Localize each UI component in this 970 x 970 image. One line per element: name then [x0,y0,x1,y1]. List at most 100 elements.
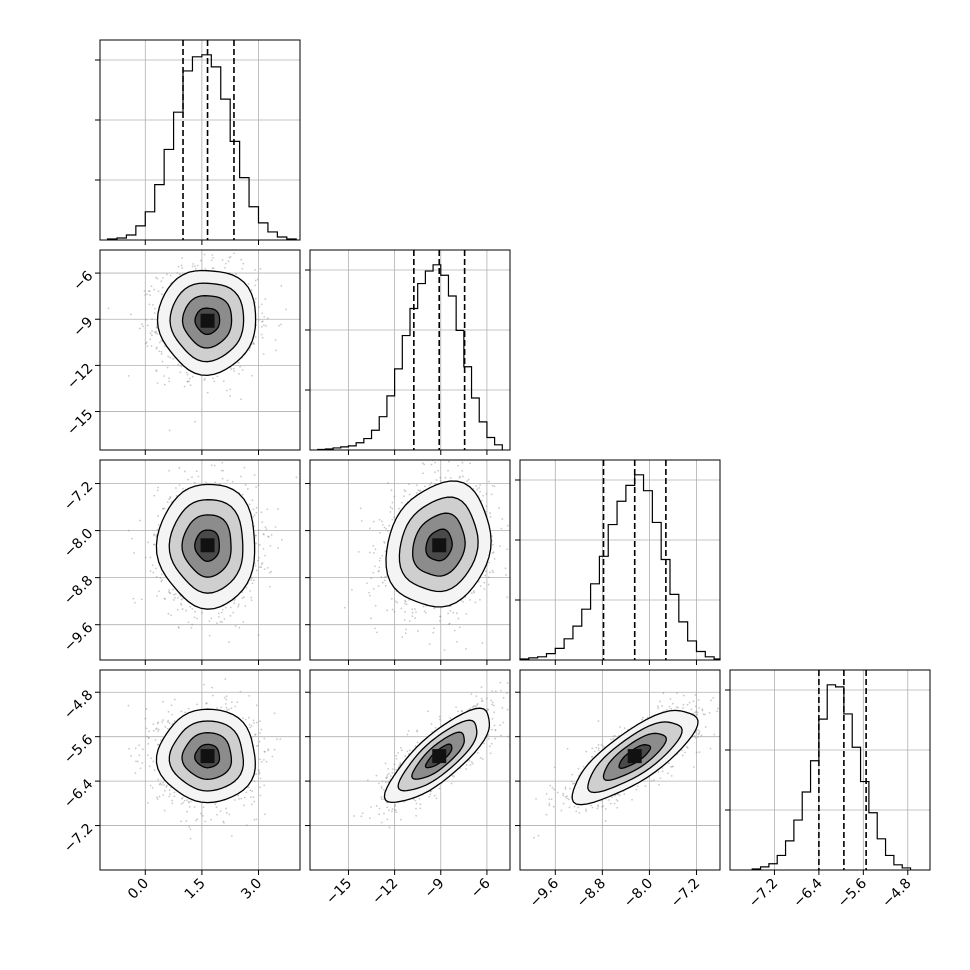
scatter-point [569,787,572,790]
scatter-point [254,297,257,300]
scatter-point [157,590,160,593]
scatter-point [261,320,263,323]
scatter-point [200,812,202,815]
scatter-point [387,530,389,532]
scatter-point [591,755,594,758]
scatter-point [492,571,494,574]
scatter-point [191,607,194,610]
scatter-point [253,579,255,582]
scatter-point [189,377,191,380]
scatter-point [194,267,197,270]
scatter-point [494,729,497,732]
panel-frame [519,669,721,871]
scatter-point [263,324,265,327]
scatter-point [403,619,406,622]
scatter-point [254,336,257,338]
scatter-point [428,643,431,646]
scatter-point [439,476,442,479]
scatter-point [505,574,508,576]
scatter-point [162,700,164,703]
scatter-point [157,486,159,489]
scatter-point [668,705,671,708]
scatter-point [256,278,259,281]
scatter-point [533,836,535,839]
scatter-point [391,772,394,774]
scatter-point [390,489,393,492]
scatter-point [501,706,504,709]
density-core [432,749,447,764]
scatter-point [210,464,213,467]
scatter-point [188,380,190,383]
scatter-point [205,481,207,484]
scatter-point [263,813,266,816]
scatter-point [388,524,391,527]
scatter-point [180,264,183,267]
scatter-point [395,811,398,814]
scatter-point [245,586,248,589]
panel-frame [519,459,721,661]
scatter-point [195,470,198,473]
scatter-point [254,733,257,736]
scatter-point [568,806,571,809]
scatter-point [493,711,496,714]
scatter-point [448,460,450,463]
scatter-point [459,475,462,478]
scatter-point [384,550,387,553]
panel-frame [309,669,511,871]
scatter-point [148,730,150,733]
scatter-point [213,464,216,467]
scatter-point [604,808,607,810]
scatter-point [190,626,193,629]
scatter-point [417,489,420,492]
scatter-point [650,779,653,782]
scatter-point [260,303,263,306]
scatter-point [386,774,389,776]
scatter-point [465,647,467,650]
scatter-point [164,598,167,600]
scatter-point [130,537,133,540]
scatter-point [183,385,186,388]
scatter-point [616,806,619,809]
scatter-point [388,809,390,812]
scatter-point [260,760,263,763]
scatter-point [415,802,418,805]
scatter-point [657,771,660,773]
scatter-point [153,543,156,546]
scatter-point [366,779,369,782]
scatter-point [149,338,152,341]
scatter-point [210,818,212,821]
scatter-point [202,806,205,809]
scatter-point [258,771,261,774]
scatter-point [697,699,700,701]
scatter-point [150,757,153,760]
scatter-point [263,784,266,787]
scatter-point [408,749,411,752]
scatter-point [233,599,236,602]
scatter-point [181,597,184,600]
scatter-point [259,758,262,761]
scatter-point [391,501,394,504]
scatter-point [597,720,600,722]
scatter-point [255,511,258,514]
scatter-point [398,764,401,767]
scatter-point [499,689,502,692]
scatter-point [249,590,252,592]
scatter-point [157,524,160,526]
scatter-point [185,609,188,612]
scatter-point [224,266,226,269]
scatter-point [682,694,685,697]
panel-content [310,670,510,870]
scatter-point [404,632,407,635]
scatter-point [251,790,254,793]
scatter-point [456,640,458,643]
scatter-point [196,703,198,706]
scatter-point [460,709,463,712]
scatter-point [254,564,257,567]
scatter-point [239,690,242,693]
scatter-point [384,762,387,765]
scatter-point [163,784,166,786]
scatter-point [257,769,260,772]
scatter-point [146,801,149,804]
scatter-point [489,512,491,514]
scatter-point [566,747,569,750]
